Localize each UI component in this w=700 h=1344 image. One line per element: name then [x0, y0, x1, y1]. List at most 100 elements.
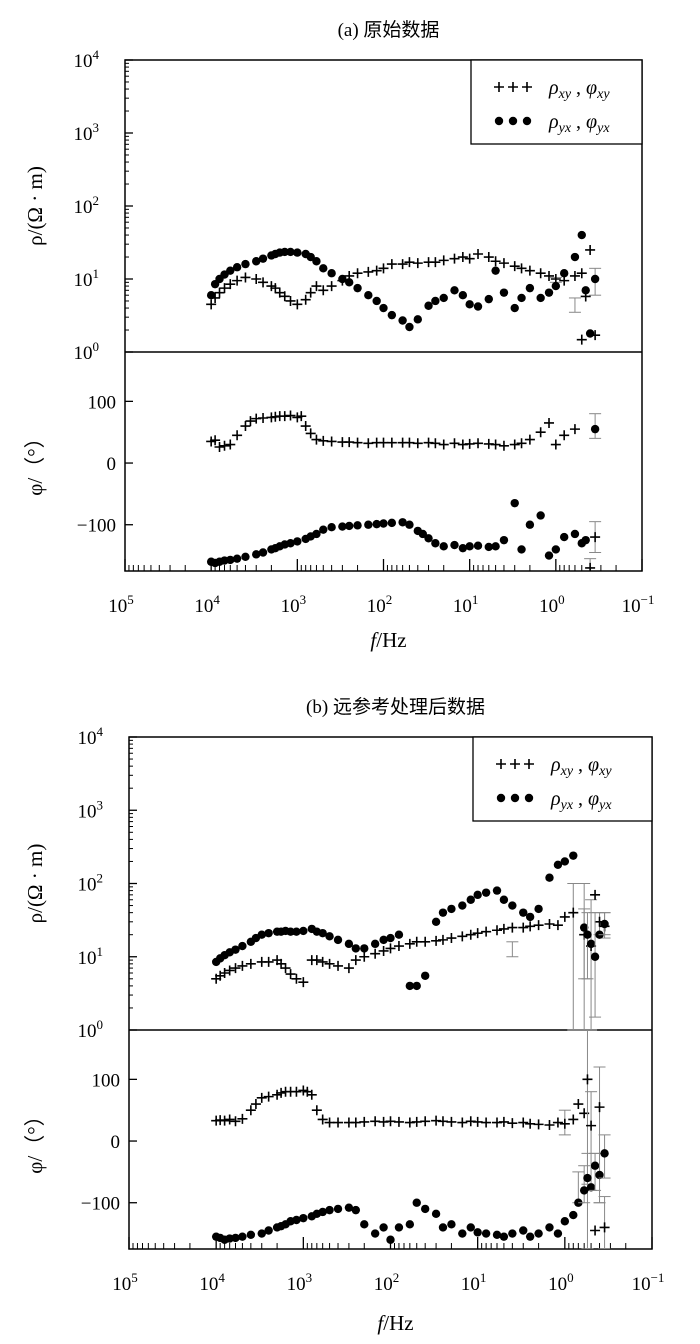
legend-entry: ρxy , φxy [548, 77, 610, 102]
rho-plus-point [498, 923, 509, 934]
phi-plus-point [245, 416, 256, 427]
phi-plus-point [386, 437, 397, 448]
rho-plus-point [378, 263, 389, 274]
phi-plus-point [582, 1074, 593, 1085]
phi-dot-point [595, 1170, 604, 1180]
rho-plus-point [385, 943, 396, 954]
phi-plus-point [457, 1117, 468, 1128]
x-tick-label: 103 [287, 1270, 313, 1295]
rho-plus-point [420, 936, 431, 947]
rho-dot-point [226, 266, 235, 275]
rho-dot-point [481, 888, 491, 897]
phi-plus-point [296, 411, 307, 422]
phi-dot-point [590, 424, 600, 434]
rho-plus-point [270, 283, 281, 294]
rho-dot-point [319, 264, 328, 273]
phi-axis-label: φ/（°） [23, 427, 47, 495]
phi-plus-point [580, 291, 591, 302]
rho-dot-point [439, 293, 448, 303]
rho-dot-point [257, 930, 266, 939]
rho-dot-point [510, 303, 519, 313]
phi-plus-point [544, 1120, 555, 1130]
rho-plus-point [292, 299, 303, 310]
rho-dot-point [458, 290, 468, 300]
rho-plus-point [279, 291, 290, 302]
phi-dot-point [551, 545, 561, 554]
rho-dot-point [525, 912, 535, 922]
rho-plus-point [472, 928, 483, 939]
phi-dot-point [345, 521, 354, 531]
phi-dot-point [405, 1220, 415, 1229]
legend-marker [524, 793, 534, 803]
phi-dot-point [292, 1215, 301, 1225]
phi-dot-point [257, 1229, 266, 1238]
rho-plus-point [224, 965, 235, 976]
rho-dot-point [458, 901, 467, 910]
legend-marker [508, 116, 518, 126]
phi-plus-point [363, 438, 374, 449]
rho-dot-point [473, 302, 483, 311]
legend-marker [522, 82, 532, 92]
rho-plus-point [393, 941, 404, 952]
phi-plus-point [317, 1114, 328, 1125]
rho-plus-point [305, 287, 316, 298]
rho-plus-point [437, 934, 448, 945]
phi-plus-point [225, 439, 236, 450]
phi-plus-point [232, 430, 243, 441]
rho-dot-point [517, 293, 526, 303]
phi-dot-point [398, 518, 407, 527]
phi-tick-label: −100 [81, 1194, 120, 1215]
rho-plus-point [251, 274, 262, 284]
rho-plus-point [245, 958, 256, 969]
phi-dot-point [525, 520, 535, 529]
rho-plus-point [412, 258, 423, 269]
rho-dot-point [345, 278, 354, 287]
rho-plus-point [397, 259, 408, 270]
rho-dot-point [484, 294, 493, 304]
phi-dot-point [492, 1230, 502, 1240]
phi-plus-point [250, 1099, 261, 1110]
rho-dot-point [286, 927, 295, 936]
rho-dot-point [525, 283, 535, 293]
phi-plus-point [490, 439, 501, 450]
phi-dot-point [412, 1198, 421, 1207]
phi-dot-point [351, 1205, 361, 1215]
phi-dot-point [286, 539, 295, 548]
phi-plus-point [219, 1115, 230, 1126]
legend-marker [510, 793, 520, 803]
x-tick-label: 101 [453, 592, 479, 617]
phi-plus-point [258, 413, 269, 424]
phi-dot-point [325, 1205, 334, 1215]
rho-dot-point [473, 890, 482, 900]
rho-dot-point [325, 932, 334, 941]
rho-plus-point [411, 936, 422, 947]
phi-dot-point [424, 534, 433, 543]
rho-plus-point [370, 948, 381, 959]
rho-plus-point [576, 268, 587, 279]
phi-dot-point [553, 1229, 563, 1238]
rho-dot-point [338, 274, 347, 284]
rho-dot-point [583, 930, 592, 939]
legend-marker [494, 116, 504, 126]
rho-plus-point [333, 960, 344, 971]
rho-plus-point [291, 973, 302, 984]
rho-plus-point [343, 963, 354, 974]
rho-plus-point [311, 281, 322, 292]
phi-plus-point [263, 1091, 274, 1102]
rho-plus-point [569, 270, 580, 281]
rho-plus-point [237, 960, 248, 971]
x-tick-label: 105 [112, 1270, 138, 1295]
phi-tick-label: 0 [107, 454, 117, 475]
rho-dot-point [379, 303, 388, 313]
phi-dot-point [560, 1217, 570, 1226]
phi-plus-point [318, 435, 329, 446]
rho-dot-point [264, 928, 273, 938]
rho-dot-point [387, 310, 397, 320]
phi-dot-point [499, 535, 509, 545]
phi-plus-point [481, 1117, 492, 1128]
phi-plus-point [525, 1118, 536, 1129]
phi-plus-point [550, 439, 561, 450]
rho-dot-point [292, 927, 301, 936]
phi-plus-point [535, 427, 546, 438]
phi-dot-point [372, 519, 381, 529]
